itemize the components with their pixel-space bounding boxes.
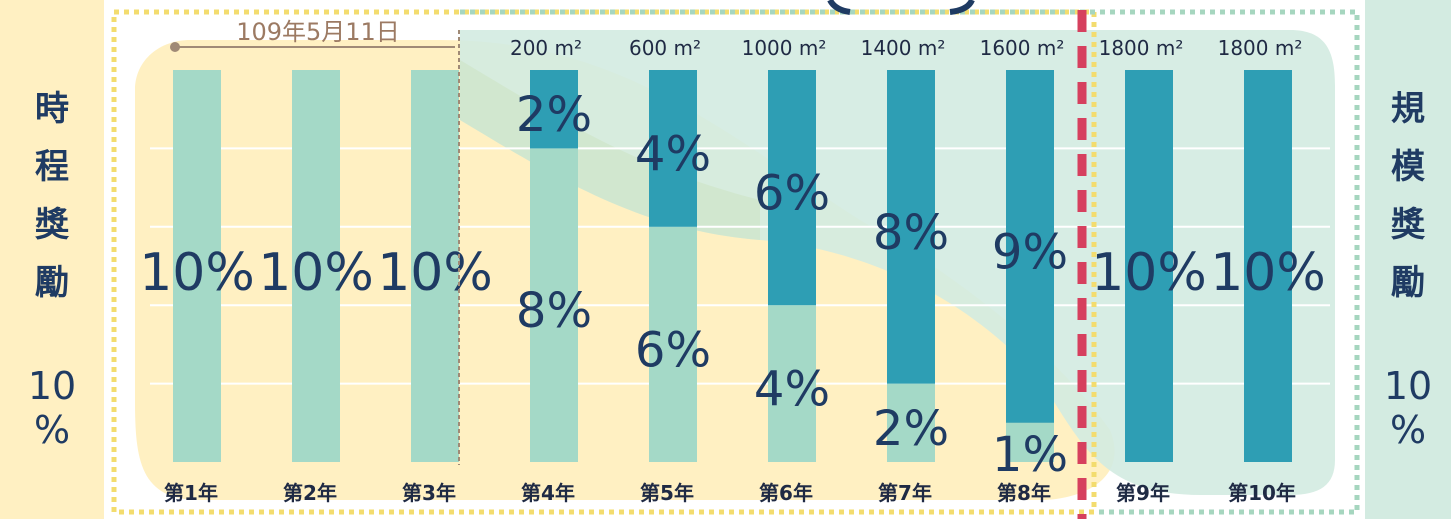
- tick-label: 第8年: [997, 481, 1051, 505]
- bar-time-bonus: [173, 70, 221, 462]
- time-bonus-title: 時程獎勵: [35, 89, 69, 303]
- area-label: 1000 m²: [742, 36, 827, 60]
- scale-bonus-max: 10 %: [1383, 364, 1433, 452]
- data-label: 4%: [754, 362, 830, 418]
- labels: 10% 第1年 10% 第2年 10% 第3年 2% 8% 第4年 200 m² 4% 6% 第5年 60…: [139, 36, 1326, 505]
- area-label: 1800 m²: [1218, 36, 1303, 60]
- bars: [173, 70, 1292, 462]
- tick-label: 第5年: [640, 481, 694, 505]
- area-label: 1800 m²: [1099, 36, 1184, 60]
- data-label: 4%: [635, 126, 711, 182]
- bar-time-bonus: [649, 226, 697, 462]
- data-label: 6%: [754, 166, 830, 222]
- bar-time-bonus: [1006, 422, 1054, 462]
- tick-label: 第2年: [283, 481, 337, 505]
- tick-label: 第4年: [521, 481, 575, 505]
- bar-scale-bonus: [768, 70, 816, 306]
- overlays: 109年5月11日: [111, 0, 1360, 519]
- bar-scale-bonus: [1006, 70, 1054, 423]
- bar-scale-bonus: [649, 70, 697, 227]
- data-label: 9%: [992, 224, 1068, 280]
- top-bracket: [827, 0, 975, 15]
- data-label: 10%: [258, 243, 374, 303]
- area-label: 600 m²: [629, 36, 701, 60]
- data-label: 8%: [516, 283, 592, 339]
- bar-time-bonus: [411, 70, 459, 462]
- bar-scale-bonus: [530, 70, 578, 149]
- time-bonus-panel: 時程獎勵 10 %: [0, 0, 104, 519]
- data-label: 6%: [635, 322, 711, 378]
- data-label: 10%: [1210, 243, 1326, 303]
- date-arrow-start: [170, 42, 180, 52]
- tick-label: 第10年: [1228, 481, 1296, 505]
- tick-label: 第6年: [759, 481, 813, 505]
- data-label: 10%: [139, 243, 255, 303]
- area-label: 1600 m²: [980, 36, 1065, 60]
- bar-scale-bonus: [1125, 70, 1173, 462]
- time-bonus-max: 10 %: [27, 364, 77, 452]
- area-label: 1400 m²: [861, 36, 946, 60]
- bar-scale-bonus: [1244, 70, 1292, 462]
- bar-time-bonus: [768, 305, 816, 462]
- bar-scale-bonus: [887, 70, 935, 384]
- scale-bonus-panel: 規模獎勵 10 %: [1365, 0, 1451, 519]
- tick-label: 第9年: [1116, 481, 1170, 505]
- tick-label: 第7年: [878, 481, 932, 505]
- tick-label: 第3年: [402, 481, 456, 505]
- scale-bonus-title: 規模獎勵: [1391, 89, 1425, 303]
- data-label: 2%: [873, 401, 949, 457]
- yellow-zone: [135, 40, 1115, 500]
- date-annotation: 109年5月11日: [236, 18, 400, 46]
- data-label: 10%: [377, 243, 493, 303]
- data-label: 2%: [516, 87, 592, 143]
- data-label: 8%: [873, 205, 949, 261]
- data-label: 1%: [992, 427, 1068, 483]
- bar-time-bonus: [530, 148, 578, 462]
- bar-time-bonus: [292, 70, 340, 462]
- area-label: 200 m²: [510, 36, 582, 60]
- data-label: 10%: [1091, 243, 1207, 303]
- tick-label: 第1年: [164, 481, 218, 505]
- bar-time-bonus: [887, 383, 935, 462]
